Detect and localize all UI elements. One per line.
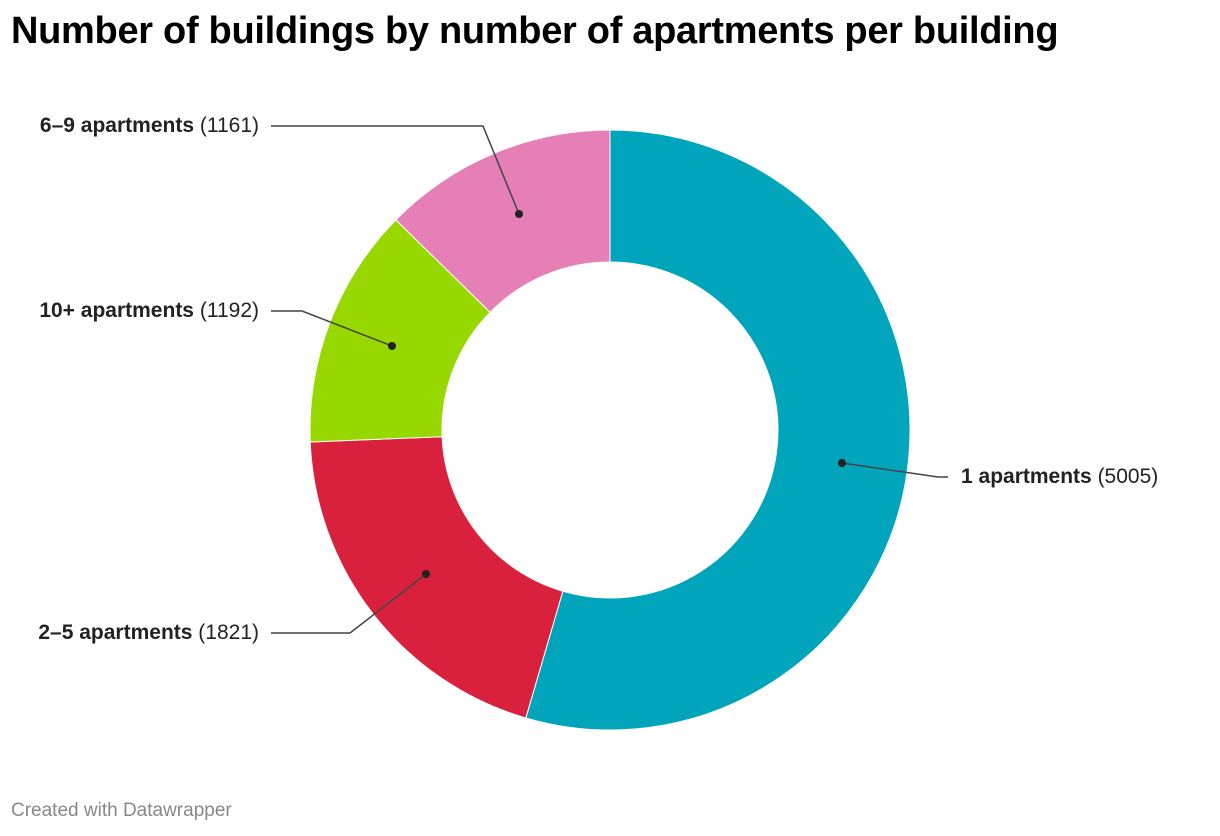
slice-label-name: 2–5 apartments (38, 621, 193, 644)
leader-dot (388, 342, 396, 350)
slice-label-name: 10+ apartments (39, 299, 194, 322)
slice-label-value: (1192) (199, 299, 259, 322)
leader-line (271, 310, 393, 347)
chart-title: Number of buildings by number of apartme… (11, 10, 1059, 52)
slice-label-10-plus-apartments: 10+ apartments (1192) (39, 299, 259, 323)
leader-line (271, 125, 520, 215)
donut-slice (309, 436, 564, 719)
leader-dot (838, 459, 846, 467)
slice-label-name: 1 apartments (961, 465, 1092, 488)
slice-label-value: (1821) (198, 621, 259, 644)
slice-label-value: (1161) (199, 114, 259, 137)
leader-line (271, 573, 427, 634)
slice-label-name: 6–9 apartments (39, 114, 194, 137)
slice-label-6-9-apartments: 6–9 apartments (1161) (40, 114, 259, 138)
leader-dot (515, 210, 523, 218)
slice-label-2-5-apartments: 2–5 apartments (1821) (38, 621, 259, 645)
donut-slice (525, 129, 911, 731)
footer-credit: Created with Datawrapper (11, 800, 232, 821)
slice-label-value: (5005) (1097, 465, 1159, 488)
leader-dot (422, 570, 430, 578)
donut-slice (395, 129, 611, 314)
leader-line (841, 462, 948, 478)
slice-label-1-apartments: 1 apartments (5005) (961, 465, 1158, 489)
